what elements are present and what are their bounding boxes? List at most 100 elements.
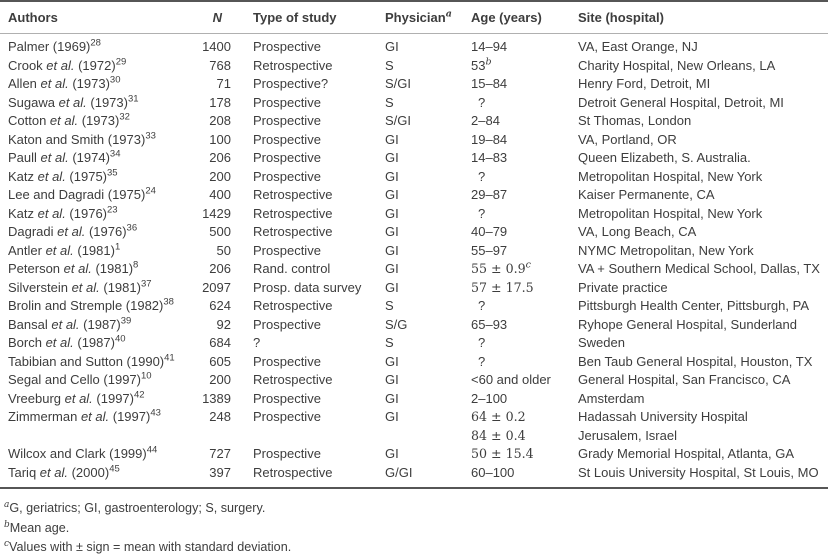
physician-cell: S/GI bbox=[385, 76, 412, 91]
authors-cell: Borch et al. (1987)40 bbox=[0, 334, 198, 353]
physician-cell: GI bbox=[385, 390, 399, 406]
footnote: bMean age. bbox=[4, 519, 828, 539]
age-value: ? bbox=[478, 298, 486, 313]
study-type-cell: Prospective bbox=[253, 168, 321, 184]
et-al-label: et al. bbox=[46, 113, 79, 128]
site-cell: Kaiser Permanente, CA bbox=[578, 187, 715, 202]
physician-cell: S/GI bbox=[385, 113, 412, 128]
footnote: aG, geriatrics; GI, gastroenterology; S,… bbox=[4, 499, 828, 519]
study-type-cell: Retrospective bbox=[253, 187, 333, 202]
et-al-label: et al. bbox=[34, 205, 66, 221]
authors-cell: Palmer (1969)28 bbox=[0, 38, 198, 57]
age-value: 84 ± 0.4 bbox=[471, 427, 526, 443]
age-value: 2–100 bbox=[471, 390, 508, 406]
n-cell: 500 bbox=[209, 224, 231, 239]
table-row: Borch et al. (1987)40 684 ? S ? Sweden bbox=[0, 334, 828, 353]
authors-cell: Allen et al. (1973)30 bbox=[0, 75, 198, 94]
age-cell: 84 ± 0.4 bbox=[471, 427, 578, 446]
author-name: Crook bbox=[8, 57, 43, 73]
column-header-site: Site (hospital) bbox=[578, 10, 664, 25]
table-row: 84 ± 0.4 Jerusalem, Israel bbox=[0, 427, 828, 446]
authors-cell: Cotton et al. (1973)32 bbox=[0, 112, 198, 131]
author-year: (1973) bbox=[78, 113, 120, 128]
site-cell: Ryhope General Hospital, Sunderland bbox=[578, 316, 797, 332]
age-value: 14–83 bbox=[471, 150, 508, 165]
site-cell: Ben Taub General Hospital, Houston, TX bbox=[578, 353, 813, 369]
reference-number: 41 bbox=[164, 352, 175, 364]
physician-cell: S bbox=[385, 335, 394, 350]
author-year: (1976) bbox=[65, 205, 108, 221]
n-cell: 50 bbox=[216, 242, 231, 258]
site-cell: VA, Long Beach, CA bbox=[578, 224, 697, 239]
reference-number: 24 bbox=[145, 185, 156, 197]
authors-cell: Crook et al. (1972)29 bbox=[0, 57, 198, 76]
age-value: 50 ± 15.4 bbox=[471, 446, 534, 461]
site-cell: VA + Southern Medical School, Dallas, TX bbox=[578, 261, 820, 276]
et-al-label: et al. bbox=[61, 390, 93, 406]
author-year: (1981) bbox=[73, 242, 115, 258]
reference-number: 29 bbox=[115, 56, 127, 68]
site-cell: Hadassah University Hospital bbox=[578, 409, 748, 424]
author-year: (2000) bbox=[67, 464, 110, 480]
age-cell: 60–100 bbox=[471, 464, 578, 483]
reference-number: 23 bbox=[107, 204, 118, 216]
study-type-cell: Prospective bbox=[253, 94, 321, 110]
n-cell: 248 bbox=[209, 409, 231, 424]
n-cell: 208 bbox=[209, 113, 231, 128]
physician-cell: GI bbox=[385, 39, 399, 54]
reference-number: 38 bbox=[163, 296, 174, 308]
author-year: (1969) bbox=[49, 39, 91, 54]
age-cell: ? bbox=[471, 94, 578, 113]
n-cell: 200 bbox=[209, 372, 231, 387]
site-cell: Jerusalem, Israel bbox=[578, 427, 677, 443]
study-type-cell: Retrospective bbox=[253, 57, 333, 73]
n-cell: 397 bbox=[209, 464, 231, 480]
reference-number: 33 bbox=[145, 130, 156, 142]
authors-cell: Wilcox and Clark (1999)44 bbox=[0, 445, 198, 464]
footnote-text: G, geriatrics; GI, gastroenterology; S, … bbox=[9, 501, 266, 515]
authors-cell: Katon and Smith (1973)33 bbox=[0, 131, 198, 150]
age-cell: 29–87 bbox=[471, 186, 578, 205]
authors-cell: Antler et al. (1981)1 bbox=[0, 242, 198, 261]
study-type-cell: Retrospective bbox=[253, 298, 333, 313]
study-type-cell: Prospective bbox=[253, 242, 321, 258]
n-cell: 605 bbox=[209, 353, 231, 369]
table-row: Cotton et al. (1973)32 208 Prospective S… bbox=[0, 112, 828, 131]
author-year: (1973) bbox=[68, 76, 110, 91]
site-cell: VA, Portland, OR bbox=[578, 131, 677, 147]
column-header-authors: Authors bbox=[8, 10, 58, 25]
age-value: 29–87 bbox=[471, 187, 508, 202]
study-type-cell: Retrospective bbox=[253, 224, 333, 239]
author-year: (1990) bbox=[122, 353, 165, 369]
site-cell: Grady Memorial Hospital, Atlanta, GA bbox=[578, 446, 795, 461]
site-cell: Sweden bbox=[578, 335, 625, 350]
et-al-label: et al. bbox=[54, 94, 87, 110]
authors-cell: Lee and Dagradi (1975)24 bbox=[0, 186, 198, 205]
physician-cell: GI bbox=[385, 261, 399, 276]
n-cell: 71 bbox=[216, 76, 231, 91]
site-cell: Queen Elizabeth, S. Australia. bbox=[578, 150, 751, 165]
site-cell: Private practice bbox=[578, 279, 668, 295]
reference-number: 44 bbox=[146, 444, 158, 456]
physician-cell: GI bbox=[385, 150, 399, 165]
table-row: Crook et al. (1972)29 768 Retrospective … bbox=[0, 57, 828, 76]
n-cell: 206 bbox=[209, 261, 231, 276]
table-row: Allen et al. (1973)30 71 Prospective? S/… bbox=[0, 75, 828, 94]
n-cell: 2097 bbox=[202, 279, 231, 295]
table-row: Sugawa et al. (1973)31 178 Prospective S… bbox=[0, 94, 828, 113]
author-year: (1997) bbox=[99, 372, 141, 387]
footnote-text: Mean age. bbox=[9, 520, 70, 535]
age-cell: ? bbox=[471, 297, 578, 316]
age-cell: ? bbox=[471, 205, 578, 224]
physician-cell: S bbox=[385, 57, 394, 73]
author-year: (1999) bbox=[105, 446, 147, 461]
reference-number: 40 bbox=[114, 333, 126, 345]
author-year: (1987) bbox=[79, 316, 121, 332]
reference-number: 8 bbox=[133, 259, 139, 271]
table-row: Zimmerman et al. (1997)43 248 Prospectiv… bbox=[0, 408, 828, 427]
study-type-cell: Retrospective bbox=[253, 372, 333, 387]
n-cell: 92 bbox=[216, 316, 231, 332]
et-al-label: et al. bbox=[42, 57, 75, 73]
column-header-physician: Physiciana bbox=[385, 9, 471, 25]
author-year: (1981) bbox=[99, 279, 141, 295]
